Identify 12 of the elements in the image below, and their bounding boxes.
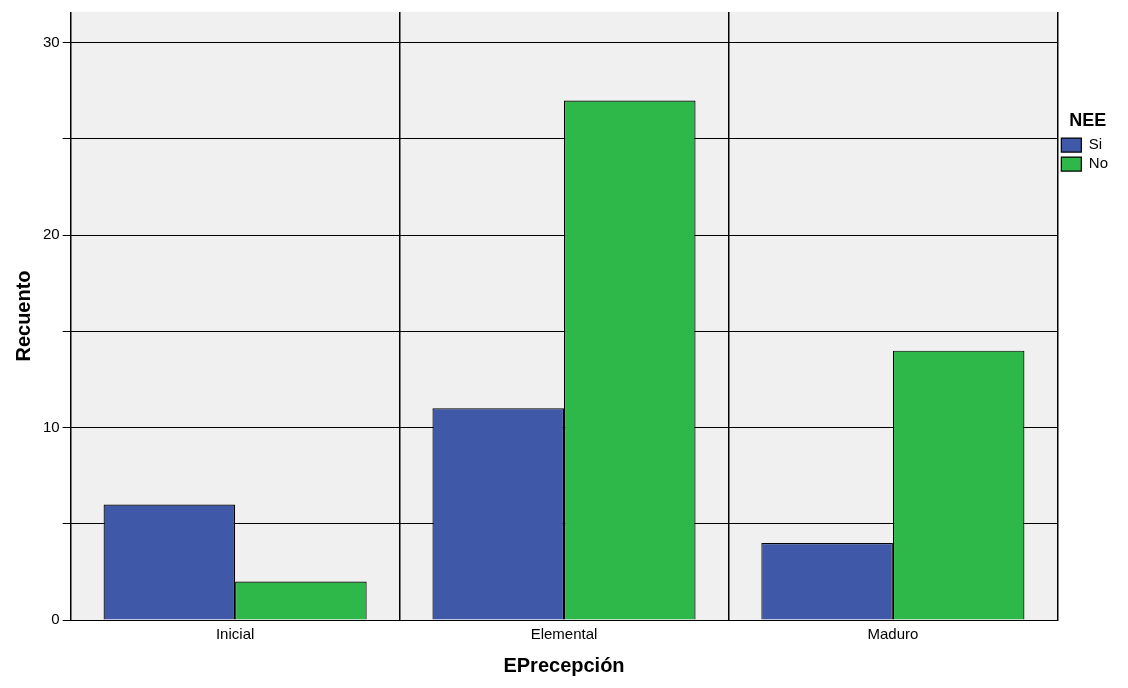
x-tick-label: Elemental xyxy=(530,625,598,643)
y-tick-label: 30 xyxy=(43,32,60,50)
legend-title: NEE xyxy=(1069,109,1107,130)
x-tick-label: Inicial xyxy=(215,625,255,643)
x-tick-label: Maduro xyxy=(867,625,919,643)
legend-label: Si xyxy=(1088,135,1103,153)
y-axis-title: Recuento xyxy=(11,270,34,362)
y-tick-label: 20 xyxy=(43,225,60,243)
x-axis-title: EPrecepción xyxy=(503,653,625,676)
legend-label: No xyxy=(1088,154,1109,172)
y-tick-label: 0 xyxy=(51,610,60,628)
y-tick-label: 10 xyxy=(43,417,60,435)
